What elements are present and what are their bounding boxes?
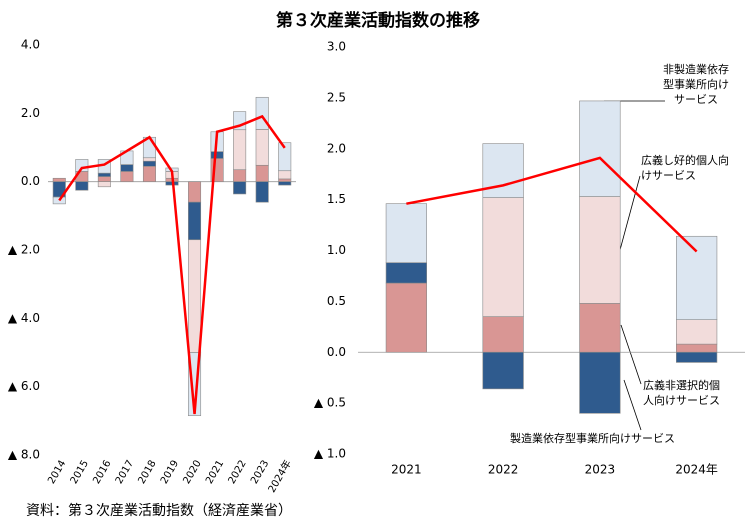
annotation: 広義非選択的個人向けサービス bbox=[643, 379, 720, 407]
bar-segment bbox=[233, 129, 247, 171]
y-tick-label: 0.5 bbox=[327, 294, 346, 308]
x-tick-label: 2022 bbox=[227, 459, 249, 487]
x-tick-label: 2016 bbox=[91, 459, 113, 487]
y-tick-label: ▲ 8.0 bbox=[8, 448, 40, 462]
bar-segment bbox=[278, 178, 292, 182]
total-line bbox=[406, 156, 698, 253]
bar-segment bbox=[579, 303, 621, 353]
x-tick-label: 2014 bbox=[46, 459, 68, 487]
bar-segment bbox=[482, 351, 524, 390]
y-tick-label: ▲ 4.0 bbox=[8, 311, 40, 325]
bar-segment bbox=[97, 176, 111, 182]
y-tick-label: 0.0 bbox=[21, 174, 40, 188]
bar-segment bbox=[142, 157, 156, 162]
y-tick-label: ▲ 2.0 bbox=[8, 243, 40, 257]
bar-segment bbox=[233, 181, 247, 195]
y-tick-label: 1.0 bbox=[327, 243, 346, 257]
bar-segment bbox=[676, 351, 718, 363]
total-line bbox=[58, 114, 286, 415]
bar-segment bbox=[278, 181, 292, 186]
bar-segment bbox=[52, 196, 66, 205]
bar-segment bbox=[676, 319, 718, 345]
annotation: 非製造業依存型事業所向けサービス bbox=[663, 63, 729, 106]
bar-segment bbox=[188, 239, 202, 353]
x-tick-label: 2021 bbox=[204, 459, 226, 487]
bar-segment bbox=[255, 164, 269, 182]
bar-segment bbox=[233, 169, 247, 182]
x-tick-label: 2023 bbox=[585, 463, 616, 477]
y-tick-label: 1.5 bbox=[327, 192, 346, 206]
bar-segment bbox=[278, 142, 292, 172]
bar-segment bbox=[75, 159, 89, 172]
bar-segment bbox=[579, 100, 621, 197]
bar-segment bbox=[52, 177, 66, 182]
x-tick-label: 2015 bbox=[69, 459, 91, 487]
y-tick-label: 2.5 bbox=[327, 90, 346, 104]
bar-segment bbox=[120, 171, 134, 182]
bar-segment bbox=[97, 181, 111, 188]
bar-segment bbox=[255, 129, 269, 166]
bar-segment bbox=[676, 343, 718, 353]
bar-segment bbox=[482, 197, 524, 317]
bar-segment bbox=[482, 316, 524, 353]
y-tick-label: 3.0 bbox=[327, 40, 346, 54]
bar-segment bbox=[579, 196, 621, 304]
bar-segment bbox=[385, 262, 427, 284]
bar-segment bbox=[97, 172, 111, 177]
bar-segment bbox=[579, 351, 621, 414]
bar-segment bbox=[188, 201, 202, 241]
leader-line bbox=[623, 379, 642, 431]
bar-segment bbox=[385, 203, 427, 264]
title: 第３次産業活動指数の推移 bbox=[276, 11, 480, 31]
x-tick-label: 2020 bbox=[181, 459, 203, 487]
annotation: 製造業依存型事業所向けサービス bbox=[510, 432, 675, 445]
bar-segment bbox=[188, 181, 202, 203]
bar-segment bbox=[210, 151, 224, 159]
y-tick-label: 2.0 bbox=[327, 141, 346, 155]
y-tick-label: 4.0 bbox=[21, 38, 40, 52]
x-tick-label: 2022 bbox=[488, 463, 519, 477]
bar-segment bbox=[142, 160, 156, 167]
x-tick-label: 2017 bbox=[114, 459, 136, 487]
bar-segment bbox=[482, 143, 524, 198]
bar-segment bbox=[120, 164, 134, 172]
bar-segment bbox=[278, 170, 292, 180]
leader-line bbox=[619, 175, 641, 251]
x-tick-label: 2023 bbox=[249, 459, 271, 487]
x-tick-label: 2019 bbox=[159, 459, 181, 487]
y-tick-label: ▲ 6.0 bbox=[8, 379, 40, 393]
y-tick-label: ▲ 1.0 bbox=[314, 447, 346, 461]
y-tick-label: 2.0 bbox=[21, 106, 40, 120]
annotation: 広義し好的個人向けサービス bbox=[641, 154, 729, 182]
bar-segment bbox=[75, 181, 89, 191]
bar-segment bbox=[142, 165, 156, 182]
bar-segment bbox=[676, 235, 718, 320]
x-tick-label: 2018 bbox=[136, 459, 158, 487]
leader-line bbox=[620, 324, 642, 385]
y-tick-label: ▲ 0.5 bbox=[314, 396, 346, 410]
x-tick-label: 2021 bbox=[391, 463, 422, 477]
x-tick-label: 2024年 bbox=[675, 463, 718, 477]
bar-segment bbox=[255, 181, 269, 203]
source: 資料：第３次産業活動指数（経済産業省） bbox=[26, 503, 292, 519]
bar-segment bbox=[385, 282, 427, 353]
y-tick-label: 0.0 bbox=[327, 345, 346, 359]
